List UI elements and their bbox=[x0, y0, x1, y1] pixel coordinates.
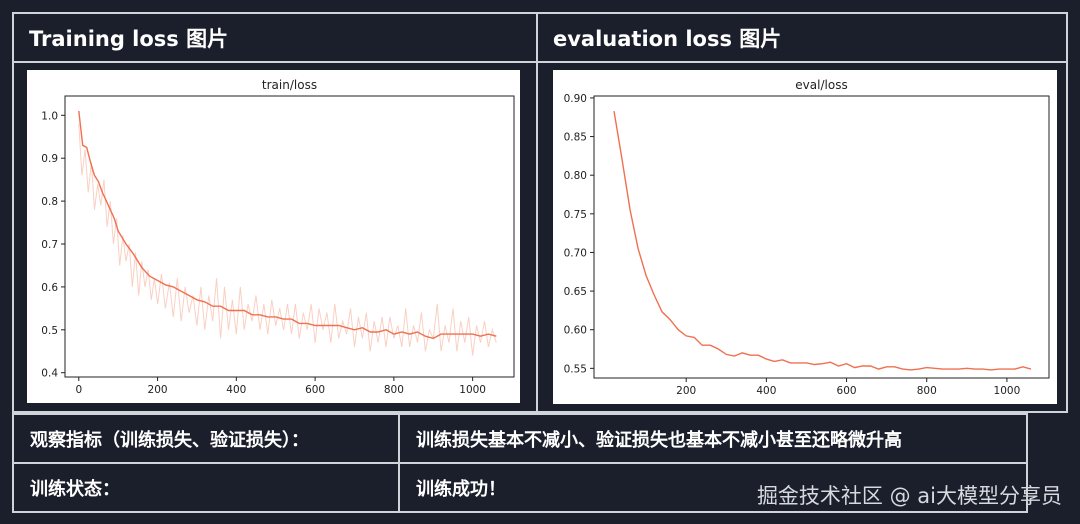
train-y-tick-label: 0.9 bbox=[41, 153, 58, 165]
train-x-tick-label: 200 bbox=[148, 384, 168, 396]
train-y-tick-label: 1.0 bbox=[41, 110, 58, 122]
eval-y-tick-label: 0.75 bbox=[564, 209, 587, 221]
train-loss-header-text: Training loss 图片 bbox=[29, 26, 229, 51]
status-value-cell: 训练成功！ bbox=[398, 462, 1028, 513]
eval-x-tick-label: 200 bbox=[676, 385, 696, 397]
train-x-tick-label: 400 bbox=[226, 384, 246, 396]
eval-y-tick-label: 0.60 bbox=[564, 325, 587, 337]
train-loss-chart-panel: train/loss 0 200 400 600 800 1000 0.4 0.5 0.6 0.7 0… bbox=[27, 70, 520, 403]
train-y-tick-label: 0.8 bbox=[41, 196, 58, 208]
eval-loss-header: evaluation loss 图片 bbox=[536, 12, 1068, 63]
eval-loss-chart-panel: eval/loss 200 400 600 800 1000 0.55 0.60 0.65 0.7… bbox=[553, 70, 1057, 404]
train-chart-title: train/loss bbox=[262, 78, 317, 92]
eval-loss-chart: eval/loss 200 400 600 800 1000 0.55 0.60 0.65 0.7… bbox=[564, 78, 1050, 397]
eval-plot-frame bbox=[593, 95, 1050, 379]
eval-smoothed-loss-line bbox=[613, 110, 1032, 371]
metrics-value: 训练损失基本不减小、验证损失也基本不减小甚至还略微升高 bbox=[416, 429, 902, 451]
eval-y-tick-label: 0.55 bbox=[564, 363, 587, 375]
status-label-cell: 训练状态： bbox=[12, 462, 400, 513]
eval-y-tick-label: 0.90 bbox=[564, 93, 587, 105]
train-smoothed-loss-line bbox=[78, 110, 497, 340]
train-y-tick-label: 0.4 bbox=[41, 368, 58, 380]
eval-loss-cell bbox=[536, 61, 1068, 413]
train-x-tick-label: 1000 bbox=[459, 384, 486, 396]
train-loss-chart: train/loss 0 200 400 600 800 1000 0.4 0.5 0.6 0.7 0… bbox=[41, 78, 515, 396]
metrics-label-cell: 观察指标（训练损失、验证损失）： bbox=[12, 413, 400, 464]
metrics-value-cell: 训练损失基本不减小、验证损失也基本不减小甚至还略微升高 bbox=[398, 413, 1028, 464]
train-plot-frame bbox=[64, 95, 515, 378]
eval-y-tick-label: 0.85 bbox=[564, 132, 587, 144]
eval-y-tick-label: 0.65 bbox=[564, 286, 587, 298]
train-x-tick-label: 600 bbox=[305, 384, 325, 396]
train-x-tick-label: 0 bbox=[75, 384, 82, 396]
train-y-tick-label: 0.5 bbox=[41, 325, 58, 337]
eval-chart-title: eval/loss bbox=[795, 78, 847, 92]
train-x-tick-label: 800 bbox=[384, 384, 404, 396]
status-label: 训练状态： bbox=[30, 478, 120, 500]
eval-x-tick-label: 800 bbox=[917, 385, 937, 397]
train-loss-header: Training loss 图片 bbox=[12, 12, 538, 63]
eval-y-tick-label: 0.70 bbox=[564, 247, 587, 259]
eval-x-tick-label: 1000 bbox=[994, 385, 1021, 397]
eval-loss-header-text: evaluation loss 图片 bbox=[553, 26, 782, 51]
metrics-label: 观察指标（训练损失、验证损失）： bbox=[30, 429, 309, 451]
eval-x-tick-label: 600 bbox=[837, 385, 857, 397]
eval-x-tick-label: 400 bbox=[756, 385, 776, 397]
train-y-tick-label: 0.7 bbox=[41, 239, 58, 251]
watermark: 掘金技术社区 @ ai大模型分享员 bbox=[756, 484, 1062, 508]
eval-y-tick-label: 0.80 bbox=[564, 170, 587, 182]
train-raw-loss-line bbox=[78, 123, 497, 356]
status-value: 训练成功！ bbox=[416, 478, 506, 500]
train-y-tick-label: 0.6 bbox=[41, 282, 58, 294]
